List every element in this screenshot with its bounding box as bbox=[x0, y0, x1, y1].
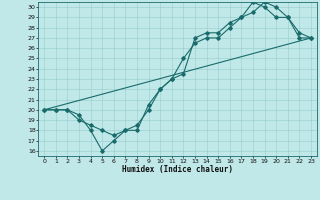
X-axis label: Humidex (Indice chaleur): Humidex (Indice chaleur) bbox=[122, 165, 233, 174]
